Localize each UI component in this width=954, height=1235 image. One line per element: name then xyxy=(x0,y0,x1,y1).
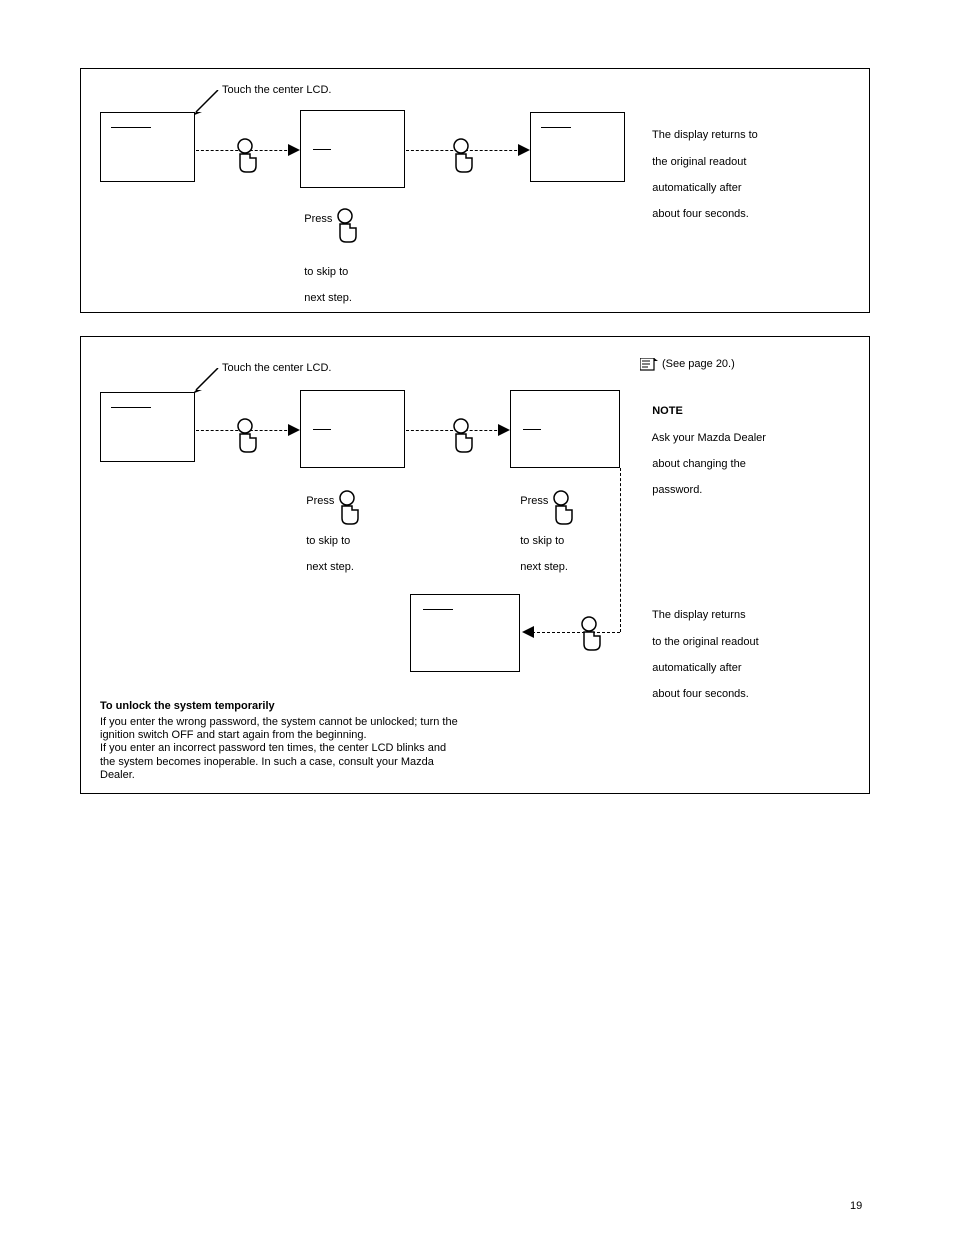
hand-icon-2a xyxy=(228,418,262,462)
arrowhead-2b xyxy=(498,424,512,438)
p1r3: about four seconds. xyxy=(652,208,749,220)
hand-icon-2e xyxy=(572,616,606,660)
p2l1: to the original readout xyxy=(652,636,758,648)
arrow-2c-down xyxy=(620,468,621,632)
p2b3: the system becomes inoperable. In such a… xyxy=(100,756,434,768)
p1r0: The display returns to xyxy=(652,129,758,141)
panel2-lcd4-right: The display returns to the original read… xyxy=(640,596,759,715)
p2b0: If you enter the wrong password, the sys… xyxy=(100,716,458,728)
p2b4: Dealer. xyxy=(100,769,135,781)
p1r1: the original readout xyxy=(652,156,746,168)
p2n3: password. xyxy=(652,484,702,496)
panel2-note-text: NOTE Ask your Mazda Dealer about changin… xyxy=(640,392,766,511)
text-skip-1a: to skip to xyxy=(304,266,348,278)
p2b1: ignition switch OFF and start again from… xyxy=(100,729,367,741)
arrowhead-1a xyxy=(288,144,302,158)
ref-note: (See page 20.) xyxy=(662,358,735,371)
hand-icon-2b xyxy=(444,418,478,462)
p2b2: If you enter an incorrect password ten t… xyxy=(100,742,446,754)
page: Touch the center LCD. Press xyxy=(0,0,954,1235)
hand-icon-1b xyxy=(444,138,478,182)
p2n0: NOTE xyxy=(652,405,683,417)
press-skip-1: Press to skip to next step. xyxy=(292,200,352,319)
panel2-bottom-lines: If you enter the wrong password, the sys… xyxy=(100,716,840,782)
panel1-right-text: The display returns to the original read… xyxy=(640,116,758,235)
p2hb3: next step. xyxy=(520,561,568,573)
panel2-bottom-title: To unlock the system temporarily xyxy=(100,700,275,713)
p2ha0: Press xyxy=(306,495,334,507)
lcd-2a xyxy=(100,392,195,462)
lcd-2b xyxy=(300,390,405,468)
page-number: 19 xyxy=(850,1200,862,1212)
lcd-1c xyxy=(530,112,625,182)
arrowhead-2a xyxy=(288,424,302,438)
text-skip-1b: next step. xyxy=(304,292,352,304)
hand-icon-1a xyxy=(228,138,262,182)
p2hb2: to skip to xyxy=(520,535,564,547)
lcd-2d xyxy=(410,594,520,672)
touch-lcd-label-1: Touch the center LCD. xyxy=(222,84,331,97)
p2ha2: to skip to xyxy=(306,535,350,547)
press-skip-2a: Press to skip to next step. xyxy=(294,482,354,588)
p2n2: about changing the xyxy=(652,458,746,470)
press-skip-2b: Press to skip to next step. xyxy=(508,482,568,588)
text-press-1: Press xyxy=(304,213,332,225)
note-icon xyxy=(640,358,658,372)
p2n1: Ask your Mazda Dealer xyxy=(652,432,766,444)
arrowhead-1b xyxy=(518,144,532,158)
p2hb0: Press xyxy=(520,495,548,507)
p2l3: about four seconds. xyxy=(652,688,749,700)
lcd-2c xyxy=(510,390,620,468)
lcd-1a xyxy=(100,112,195,182)
arrowhead-2d xyxy=(522,626,536,640)
touch-lcd-label-2: Touch the center LCD. xyxy=(222,362,331,375)
p2l2: automatically after xyxy=(652,662,741,674)
p2l0: The display returns xyxy=(652,609,746,621)
p2ha3: next step. xyxy=(306,561,354,573)
p1r2: automatically after xyxy=(652,182,741,194)
lcd-1b xyxy=(300,110,405,188)
